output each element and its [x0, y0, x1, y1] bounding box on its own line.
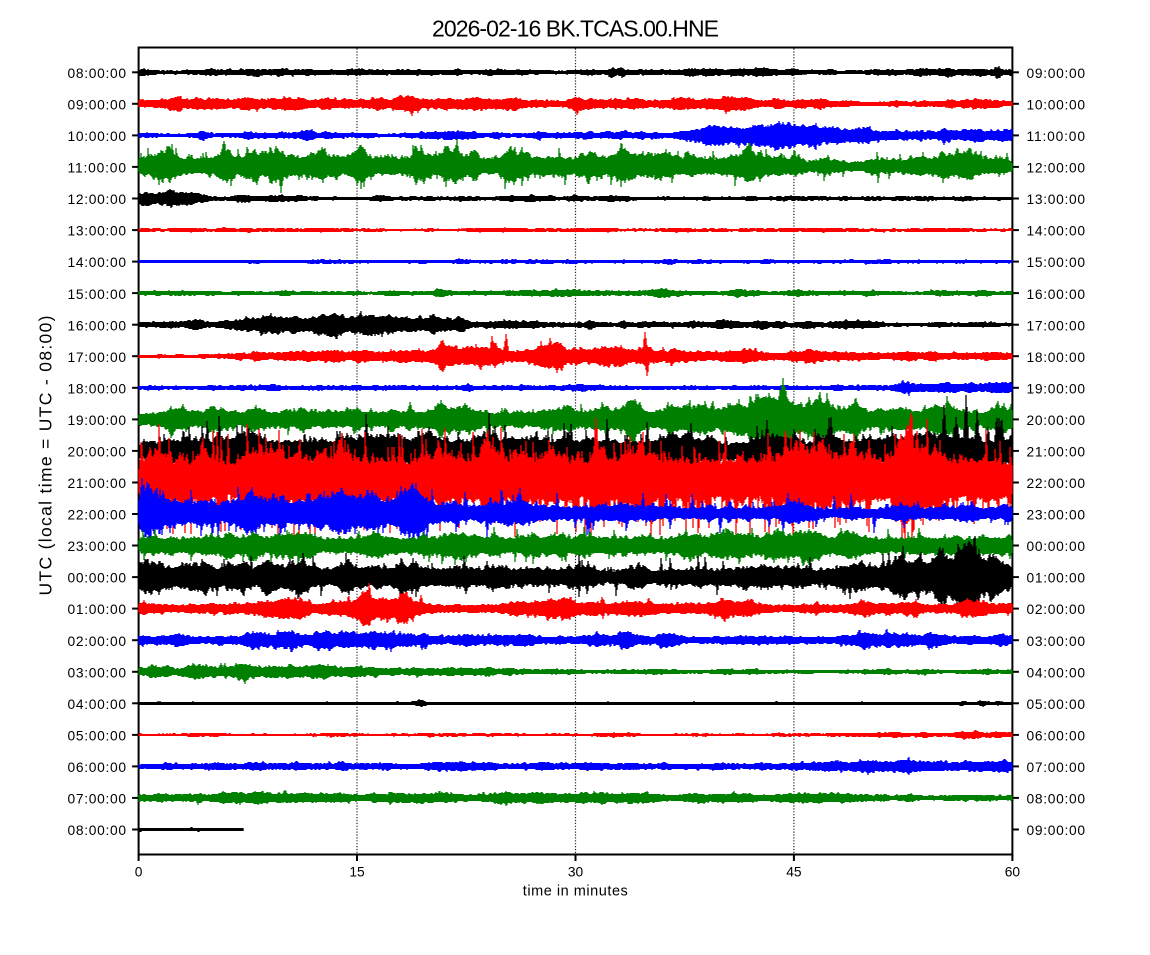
svg-text:09:00:00: 09:00:00	[1027, 823, 1086, 838]
svg-text:23:00:00: 23:00:00	[1027, 508, 1086, 523]
svg-text:05:00:00: 05:00:00	[68, 729, 127, 744]
svg-text:08:00:00: 08:00:00	[68, 823, 127, 838]
svg-text:09:00:00: 09:00:00	[68, 97, 127, 112]
svg-text:10:00:00: 10:00:00	[1027, 97, 1086, 112]
svg-text:07:00:00: 07:00:00	[1027, 760, 1086, 775]
svg-text:time in minutes: time in minutes	[523, 884, 628, 900]
svg-text:10:00:00: 10:00:00	[68, 129, 127, 144]
svg-text:16:00:00: 16:00:00	[1027, 287, 1086, 302]
svg-text:09:00:00: 09:00:00	[1027, 66, 1086, 81]
svg-text:15:00:00: 15:00:00	[68, 287, 127, 302]
svg-text:17:00:00: 17:00:00	[1027, 318, 1086, 333]
svg-text:30: 30	[568, 865, 584, 880]
svg-text:11:00:00: 11:00:00	[1027, 129, 1086, 144]
svg-text:21:00:00: 21:00:00	[1027, 445, 1086, 460]
svg-text:20:00:00: 20:00:00	[68, 445, 127, 460]
svg-text:0: 0	[135, 865, 143, 880]
svg-text:00:00:00: 00:00:00	[68, 571, 127, 586]
svg-text:21:00:00: 21:00:00	[68, 476, 127, 491]
svg-text:45: 45	[786, 865, 802, 880]
svg-text:07:00:00: 07:00:00	[68, 792, 127, 807]
svg-text:17:00:00: 17:00:00	[68, 350, 127, 365]
svg-text:22:00:00: 22:00:00	[68, 508, 127, 523]
svg-text:03:00:00: 03:00:00	[68, 665, 127, 680]
svg-text:16:00:00: 16:00:00	[68, 318, 127, 333]
svg-text:14:00:00: 14:00:00	[1027, 224, 1086, 239]
svg-text:15: 15	[349, 865, 365, 880]
svg-text:15:00:00: 15:00:00	[1027, 255, 1086, 270]
svg-text:19:00:00: 19:00:00	[1027, 381, 1086, 396]
svg-text:13:00:00: 13:00:00	[1027, 192, 1086, 207]
svg-text:04:00:00: 04:00:00	[1027, 665, 1086, 680]
svg-text:2026-02-16 BK.TCAS.00.HNE: 2026-02-16 BK.TCAS.00.HNE	[432, 16, 719, 42]
svg-text:12:00:00: 12:00:00	[1027, 161, 1086, 176]
svg-text:18:00:00: 18:00:00	[68, 381, 127, 396]
svg-text:03:00:00: 03:00:00	[1027, 634, 1086, 649]
svg-text:11:00:00: 11:00:00	[68, 161, 127, 176]
svg-text:19:00:00: 19:00:00	[68, 413, 127, 428]
svg-text:12:00:00: 12:00:00	[68, 192, 127, 207]
svg-text:14:00:00: 14:00:00	[68, 255, 127, 270]
svg-text:01:00:00: 01:00:00	[68, 602, 127, 617]
svg-text:20:00:00: 20:00:00	[1027, 413, 1086, 428]
svg-text:04:00:00: 04:00:00	[68, 697, 127, 712]
svg-text:02:00:00: 02:00:00	[1027, 602, 1086, 617]
svg-text:13:00:00: 13:00:00	[68, 224, 127, 239]
svg-text:05:00:00: 05:00:00	[1027, 697, 1086, 712]
svg-text:06:00:00: 06:00:00	[1027, 729, 1086, 744]
svg-text:02:00:00: 02:00:00	[68, 634, 127, 649]
svg-text:00:00:00: 00:00:00	[1027, 539, 1086, 554]
svg-text:60: 60	[1005, 865, 1021, 880]
svg-text:01:00:00: 01:00:00	[1027, 571, 1086, 586]
svg-text:18:00:00: 18:00:00	[1027, 350, 1086, 365]
svg-text:08:00:00: 08:00:00	[1027, 792, 1086, 807]
svg-text:23:00:00: 23:00:00	[68, 539, 127, 554]
svg-text:UTC (local time = UTC - 08:00): UTC (local time = UTC - 08:00)	[36, 316, 56, 596]
svg-text:06:00:00: 06:00:00	[68, 760, 127, 775]
svg-text:22:00:00: 22:00:00	[1027, 476, 1086, 491]
svg-text:08:00:00: 08:00:00	[68, 66, 127, 81]
